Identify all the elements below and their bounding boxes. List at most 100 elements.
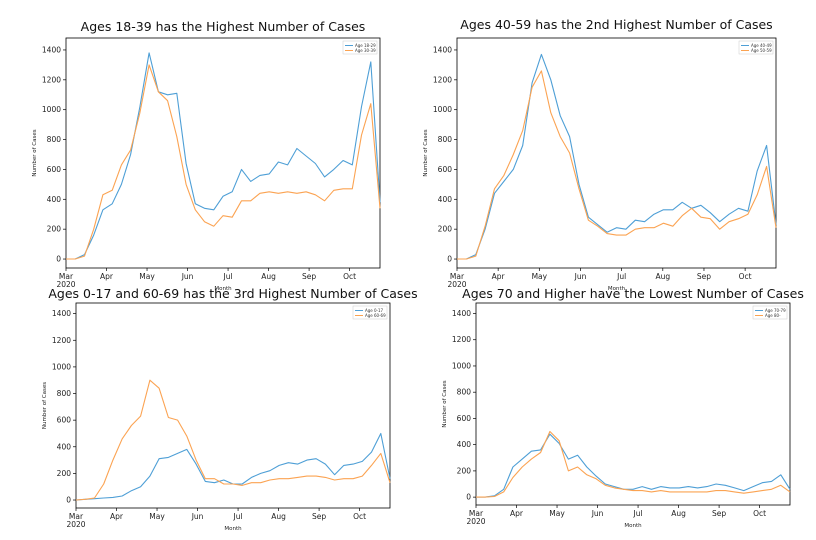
y-tick-label: 400 [438,195,453,204]
x-tick-label: Jul [616,272,626,281]
y-tick-label: 1200 [42,75,61,84]
x-tick-label: 2020 [466,517,485,526]
x-tick-label: 2020 [447,280,466,289]
y-tick-label: 0 [447,255,452,264]
x-tick-label: Jul [223,272,233,281]
x-axis-label: Month [224,526,242,532]
x-tick-label: May [532,272,548,281]
plot-frame [456,37,777,269]
chart-title: Ages 18-39 has the Highest Number of Cas… [81,19,366,34]
y-axis-label: Number of Cases [32,129,38,176]
x-tick-label: Aug [655,272,670,281]
x-axis-label: Month [608,286,626,292]
x-tick-label: Jul [233,512,243,521]
x-tick-label: Sep [312,512,326,521]
x-tick-label: Mar [69,512,84,521]
x-tick-label: Oct [753,509,766,518]
series-line-age-30-39 [66,64,381,260]
y-tick-label: 1200 [433,75,452,84]
y-tick-label: 600 [47,165,62,174]
legend-label: Age 50-59 [751,48,772,53]
legend-label: Age 30-39 [355,48,376,53]
plot-frame [65,37,381,269]
y-tick-label: 1000 [52,362,71,371]
y-tick-label: 800 [47,135,62,144]
series-line-age-18-29 [66,52,381,260]
chart-18-39: Ages 18-39 has the Highest Number of Cas… [32,19,381,292]
y-axis-label: Number of Cases [442,380,448,427]
legend-label: Age 40-49 [751,43,772,48]
y-tick-label: 0 [466,493,471,502]
x-axis-label: Month [624,523,642,529]
y-tick-label: 200 [57,469,72,478]
x-tick-label: Jun [191,512,204,521]
y-tick-label: 200 [47,225,62,234]
chart-title: Ages 70 and Higher have the Lowest Numbe… [462,286,804,301]
x-tick-label: 2020 [56,280,75,289]
y-tick-label: 0 [56,255,61,264]
legend-label: Age 70-79 [765,308,786,313]
y-tick-label: 1200 [52,336,71,345]
x-tick-label: Jul [633,509,643,518]
x-tick-label: Apr [510,509,524,518]
series-line-age-40-49 [457,53,777,260]
legend-label: Age 18-29 [355,43,376,48]
chart-title: Ages 0-17 and 60-69 has the 3rd Highest … [48,286,417,301]
y-tick-label: 800 [438,135,453,144]
x-tick-label: Oct [739,272,752,281]
y-tick-label: 400 [57,442,72,451]
x-tick-label: Oct [343,272,356,281]
y-tick-label: 400 [47,195,62,204]
y-tick-label: 600 [457,414,472,423]
y-tick-label: 600 [57,416,72,425]
x-tick-label: Jun [181,272,194,281]
y-tick-label: 1000 [433,105,452,114]
x-tick-label: May [549,509,565,518]
x-tick-label: May [139,272,155,281]
x-tick-label: Sep [302,272,316,281]
y-tick-label: 1000 [452,361,471,370]
x-tick-label: Aug [261,272,276,281]
y-axis-label: Number of Cases [42,382,48,429]
x-tick-label: Apr [110,512,124,521]
x-tick-label: Sep [712,509,726,518]
legend-label: Age 0-17 [365,308,384,313]
y-tick-label: 0 [66,496,71,505]
y-tick-label: 1000 [42,105,61,114]
x-tick-label: Jun [574,272,587,281]
x-tick-label: 2020 [66,520,85,529]
y-tick-label: 400 [457,440,472,449]
y-tick-label: 1400 [52,309,71,318]
chart-40-59: Ages 40-59 has the 2nd Highest Number of… [423,17,777,292]
chart-0-17-60-69: Ages 0-17 and 60-69 has the 3rd Highest … [42,286,418,532]
chart-70-plus: Ages 70 and Higher have the Lowest Numbe… [442,286,804,529]
x-tick-label: Jun [591,509,604,518]
plot-frame [75,302,391,509]
series-line-age-50-59 [457,70,777,260]
plot-frame [475,302,791,506]
x-tick-label: Aug [671,509,686,518]
series-line-age-0-17 [75,432,391,501]
y-tick-label: 200 [457,466,472,475]
x-tick-label: Mar [469,509,484,518]
y-tick-label: 200 [438,225,453,234]
y-tick-label: 800 [57,389,72,398]
y-tick-label: 1200 [452,335,471,344]
y-tick-label: 800 [457,388,472,397]
y-tick-label: 1400 [433,45,452,54]
series-line-age-70-79 [476,433,791,498]
y-tick-label: 1400 [42,45,61,54]
series-line-age-80- [476,430,791,498]
y-tick-label: 600 [438,165,453,174]
legend-label: Age 60-69 [365,313,386,318]
x-tick-label: Aug [271,512,286,521]
x-tick-label: May [149,512,165,521]
series-line-age-60-69 [75,379,391,501]
x-tick-label: Apr [492,272,506,281]
x-tick-label: Mar [59,272,74,281]
x-tick-label: Apr [100,272,114,281]
